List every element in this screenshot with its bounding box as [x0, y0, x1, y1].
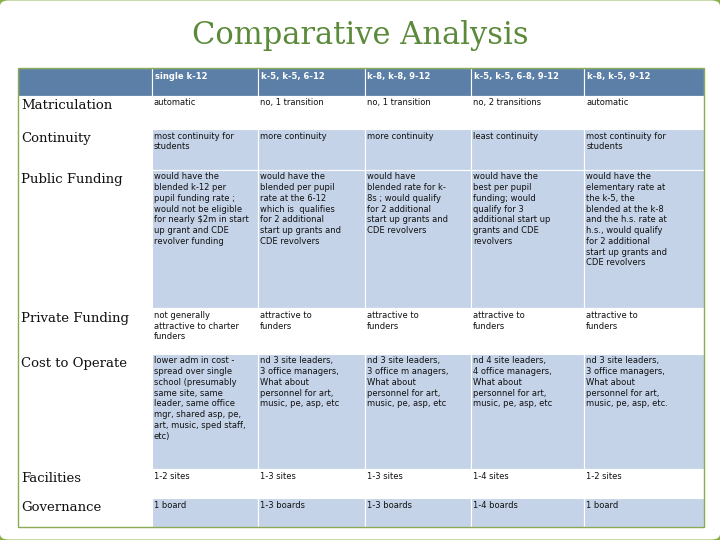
Text: 1-3 sites: 1-3 sites: [261, 472, 296, 481]
Text: k-8, k-8, 9-12: k-8, k-8, 9-12: [367, 72, 431, 81]
Text: attractive to
funders: attractive to funders: [473, 311, 525, 330]
Text: least continuity: least continuity: [473, 132, 538, 140]
Text: no, 1 transition: no, 1 transition: [366, 98, 431, 107]
Bar: [364, 68, 471, 96]
Text: would have the
best per pupil
funding; would
qualify for 3
additional start up
g: would have the best per pupil funding; w…: [473, 172, 550, 246]
Bar: [152, 170, 258, 308]
Bar: [258, 308, 364, 354]
Text: attractive to
funders: attractive to funders: [586, 311, 638, 330]
Text: 1-4 sites: 1-4 sites: [473, 472, 509, 481]
Bar: [471, 469, 584, 498]
Bar: [18, 170, 152, 308]
Text: k-8, k-5, 9-12: k-8, k-5, 9-12: [587, 72, 650, 81]
Bar: [18, 129, 152, 170]
Text: Facilities: Facilities: [21, 472, 81, 485]
Text: most continuity for
students: most continuity for students: [154, 132, 234, 151]
Bar: [152, 354, 258, 469]
Text: k-5, k-5, 6-8, 9-12: k-5, k-5, 6-8, 9-12: [474, 72, 559, 81]
Text: attractive to
funders: attractive to funders: [261, 311, 312, 330]
Bar: [471, 170, 584, 308]
Text: most continuity for
students: most continuity for students: [586, 132, 666, 151]
Bar: [584, 354, 704, 469]
Text: 1-2 sites: 1-2 sites: [586, 472, 622, 481]
Bar: [152, 469, 258, 498]
Bar: [584, 498, 704, 526]
Text: single k-12: single k-12: [155, 72, 207, 81]
Text: would have the
blended k-12 per
pupil funding rate ;
would not be eligible
for n: would have the blended k-12 per pupil fu…: [154, 172, 248, 246]
Bar: [152, 68, 258, 96]
Bar: [258, 68, 364, 96]
Bar: [584, 469, 704, 498]
Bar: [471, 68, 584, 96]
Text: would have the
elementary rate at
the k-5, the
blended at the k-8
and the h.s. r: would have the elementary rate at the k-…: [586, 172, 667, 267]
Bar: [18, 308, 152, 354]
Text: automatic: automatic: [586, 98, 629, 107]
Bar: [152, 498, 258, 526]
Bar: [258, 498, 364, 526]
Bar: [471, 129, 584, 170]
Bar: [258, 469, 364, 498]
Bar: [364, 354, 471, 469]
Text: lower adm in cost -
spread over single
school (presumably
same site, same
leader: lower adm in cost - spread over single s…: [154, 356, 246, 441]
Text: k-5, k-5, 6-12: k-5, k-5, 6-12: [261, 72, 325, 81]
Bar: [18, 498, 152, 526]
Text: Private Funding: Private Funding: [21, 312, 129, 325]
Bar: [584, 129, 704, 170]
Bar: [258, 170, 364, 308]
Bar: [364, 129, 471, 170]
Bar: [18, 68, 152, 96]
Text: Comparative Analysis: Comparative Analysis: [192, 19, 528, 51]
Bar: [584, 308, 704, 354]
Bar: [152, 96, 258, 129]
Bar: [584, 170, 704, 308]
Text: Continuity: Continuity: [21, 132, 91, 145]
Bar: [584, 68, 704, 96]
Bar: [152, 308, 258, 354]
Text: 1-3 sites: 1-3 sites: [366, 472, 402, 481]
Bar: [364, 96, 471, 129]
Text: 1-3 boards: 1-3 boards: [261, 501, 305, 510]
Text: 1-3 boards: 1-3 boards: [366, 501, 412, 510]
Bar: [18, 354, 152, 469]
Bar: [258, 354, 364, 469]
Text: 1 board: 1 board: [586, 501, 618, 510]
Bar: [18, 96, 152, 129]
Text: automatic: automatic: [154, 98, 197, 107]
Bar: [364, 170, 471, 308]
Text: would have
blended rate for k-
8s ; would qualify
for 2 additional
start up gran: would have blended rate for k- 8s ; woul…: [366, 172, 448, 235]
Bar: [258, 96, 364, 129]
Bar: [471, 498, 584, 526]
Bar: [364, 308, 471, 354]
Text: nd 3 site leaders,
3 office managers,
What about
personnel for art,
music, pe, a: nd 3 site leaders, 3 office managers, Wh…: [261, 356, 340, 408]
Bar: [471, 96, 584, 129]
Text: nd 4 site leaders,
4 office managers,
What about
personnel for art,
music, pe, a: nd 4 site leaders, 4 office managers, Wh…: [473, 356, 552, 408]
Text: would have the
blended per pupil
rate at the 6-12
which is  qualifies
for 2 addi: would have the blended per pupil rate at…: [261, 172, 341, 246]
Text: Governance: Governance: [21, 501, 101, 514]
Text: 1-4 boards: 1-4 boards: [473, 501, 518, 510]
Text: nd 3 site leaders,
3 office m anagers,
What about
personnel for art,
music, pe, : nd 3 site leaders, 3 office m anagers, W…: [366, 356, 448, 408]
Bar: [18, 68, 704, 526]
Text: no, 1 transition: no, 1 transition: [261, 98, 324, 107]
Bar: [258, 129, 364, 170]
Text: no, 2 transitions: no, 2 transitions: [473, 98, 541, 107]
Text: more continuity: more continuity: [366, 132, 433, 140]
Text: Public Funding: Public Funding: [21, 173, 122, 186]
Bar: [471, 354, 584, 469]
Bar: [471, 308, 584, 354]
Bar: [364, 469, 471, 498]
Text: Cost to Operate: Cost to Operate: [21, 357, 127, 370]
Bar: [584, 96, 704, 129]
Text: not generally
attractive to charter
funders: not generally attractive to charter fund…: [154, 311, 239, 341]
Text: 1-2 sites: 1-2 sites: [154, 472, 189, 481]
Text: Matriculation: Matriculation: [21, 99, 112, 112]
Text: more continuity: more continuity: [261, 132, 327, 140]
Bar: [18, 469, 152, 498]
Text: nd 3 site leaders,
3 office managers,
What about
personnel for art,
music, pe, a: nd 3 site leaders, 3 office managers, Wh…: [586, 356, 668, 408]
Text: 1 board: 1 board: [154, 501, 186, 510]
Bar: [364, 498, 471, 526]
Bar: [152, 129, 258, 170]
Text: attractive to
funders: attractive to funders: [366, 311, 418, 330]
